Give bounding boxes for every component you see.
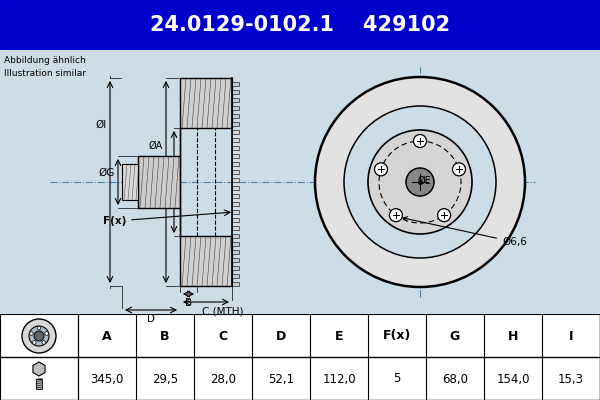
Bar <box>232 178 239 182</box>
Circle shape <box>406 168 434 196</box>
Text: 28,0: 28,0 <box>210 372 236 386</box>
Bar <box>232 90 239 94</box>
Text: C (MTH): C (MTH) <box>202 306 244 316</box>
Bar <box>232 130 239 134</box>
Bar <box>36 379 42 389</box>
Text: Ø6,6: Ø6,6 <box>403 217 527 247</box>
Text: A: A <box>102 330 112 342</box>
Text: Ate: Ate <box>335 170 445 228</box>
Text: D: D <box>147 314 155 324</box>
Text: F(x): F(x) <box>103 216 126 226</box>
Circle shape <box>437 209 451 222</box>
Circle shape <box>374 163 388 176</box>
Text: ØH: ØH <box>156 193 171 203</box>
Bar <box>180 236 232 286</box>
Bar <box>232 114 239 118</box>
Text: 52,1: 52,1 <box>268 372 294 386</box>
Circle shape <box>45 332 49 335</box>
Circle shape <box>368 130 472 234</box>
Circle shape <box>29 332 33 335</box>
Bar <box>232 82 239 86</box>
Text: 154,0: 154,0 <box>496 372 530 386</box>
Circle shape <box>37 326 41 330</box>
Bar <box>232 258 239 262</box>
Bar <box>232 218 239 222</box>
Bar <box>232 106 239 110</box>
Bar <box>232 226 239 230</box>
Bar <box>138 156 180 208</box>
Text: ØG: ØG <box>98 168 115 178</box>
Text: C: C <box>218 330 227 342</box>
Bar <box>232 138 239 142</box>
Bar <box>232 162 239 166</box>
Bar <box>232 282 239 286</box>
Polygon shape <box>33 362 45 376</box>
Text: ØI: ØI <box>96 120 107 130</box>
Circle shape <box>389 209 403 222</box>
Text: H: H <box>508 330 518 342</box>
Text: 5: 5 <box>394 372 401 386</box>
Bar <box>232 266 239 270</box>
Circle shape <box>42 341 46 344</box>
Text: 68,0: 68,0 <box>442 372 468 386</box>
Circle shape <box>29 326 49 346</box>
Circle shape <box>34 331 44 341</box>
Circle shape <box>315 77 525 287</box>
Circle shape <box>344 106 496 258</box>
Bar <box>232 234 239 238</box>
Bar <box>232 146 239 150</box>
Text: 15,3: 15,3 <box>558 372 584 386</box>
Text: 29,5: 29,5 <box>152 372 178 386</box>
Text: B: B <box>160 330 170 342</box>
Bar <box>122 164 138 200</box>
Text: Abbildung ähnlich
Illustration similar: Abbildung ähnlich Illustration similar <box>4 56 86 78</box>
Bar <box>232 242 239 246</box>
Text: B: B <box>185 298 192 308</box>
Bar <box>232 194 239 198</box>
Text: D: D <box>276 330 286 342</box>
Bar <box>232 122 239 126</box>
Text: G: G <box>450 330 460 342</box>
Circle shape <box>32 341 36 344</box>
Text: 24.0129-0102.1    429102: 24.0129-0102.1 429102 <box>150 15 450 35</box>
Bar <box>232 186 239 190</box>
Text: F(x): F(x) <box>383 330 411 342</box>
Text: E: E <box>335 330 343 342</box>
Text: I: I <box>569 330 573 342</box>
Bar <box>232 202 239 206</box>
Circle shape <box>413 134 427 148</box>
Bar <box>232 170 239 174</box>
Bar <box>232 274 239 278</box>
Bar <box>232 210 239 214</box>
Bar <box>232 154 239 158</box>
Text: ØE: ØE <box>417 176 431 186</box>
Bar <box>180 78 232 128</box>
Text: 345,0: 345,0 <box>91 372 124 386</box>
Circle shape <box>22 319 56 353</box>
Bar <box>232 250 239 254</box>
Circle shape <box>452 163 466 176</box>
Bar <box>232 98 239 102</box>
Text: 112,0: 112,0 <box>322 372 356 386</box>
Text: ØA: ØA <box>149 141 163 150</box>
